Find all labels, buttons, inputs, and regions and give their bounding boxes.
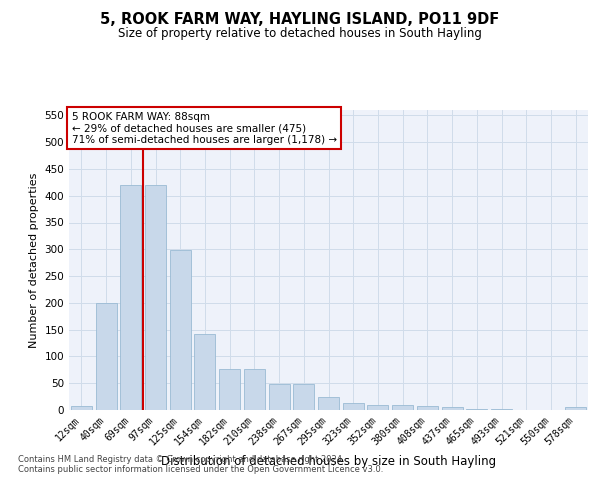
Bar xyxy=(120,185,141,410)
Text: 5, ROOK FARM WAY, HAYLING ISLAND, PO11 9DF: 5, ROOK FARM WAY, HAYLING ISLAND, PO11 9… xyxy=(100,12,500,28)
Bar xyxy=(170,250,191,410)
Bar xyxy=(367,404,388,410)
Bar xyxy=(194,334,215,410)
Bar xyxy=(343,403,364,410)
Bar xyxy=(293,384,314,410)
Bar xyxy=(466,409,487,410)
Y-axis label: Number of detached properties: Number of detached properties xyxy=(29,172,39,348)
Bar xyxy=(244,369,265,410)
Bar xyxy=(417,406,438,410)
Text: Size of property relative to detached houses in South Hayling: Size of property relative to detached ho… xyxy=(118,28,482,40)
Bar xyxy=(392,404,413,410)
Bar xyxy=(318,396,339,410)
Text: Contains public sector information licensed under the Open Government Licence v3: Contains public sector information licen… xyxy=(18,466,383,474)
Bar xyxy=(145,185,166,410)
Bar xyxy=(565,408,586,410)
Bar xyxy=(71,406,92,410)
Bar xyxy=(95,303,116,410)
X-axis label: Distribution of detached houses by size in South Hayling: Distribution of detached houses by size … xyxy=(161,455,496,468)
Bar xyxy=(219,369,240,410)
Bar xyxy=(442,408,463,410)
Text: Contains HM Land Registry data © Crown copyright and database right 2024.: Contains HM Land Registry data © Crown c… xyxy=(18,456,344,464)
Bar xyxy=(269,384,290,410)
Text: 5 ROOK FARM WAY: 88sqm
← 29% of detached houses are smaller (475)
71% of semi-de: 5 ROOK FARM WAY: 88sqm ← 29% of detached… xyxy=(71,112,337,144)
